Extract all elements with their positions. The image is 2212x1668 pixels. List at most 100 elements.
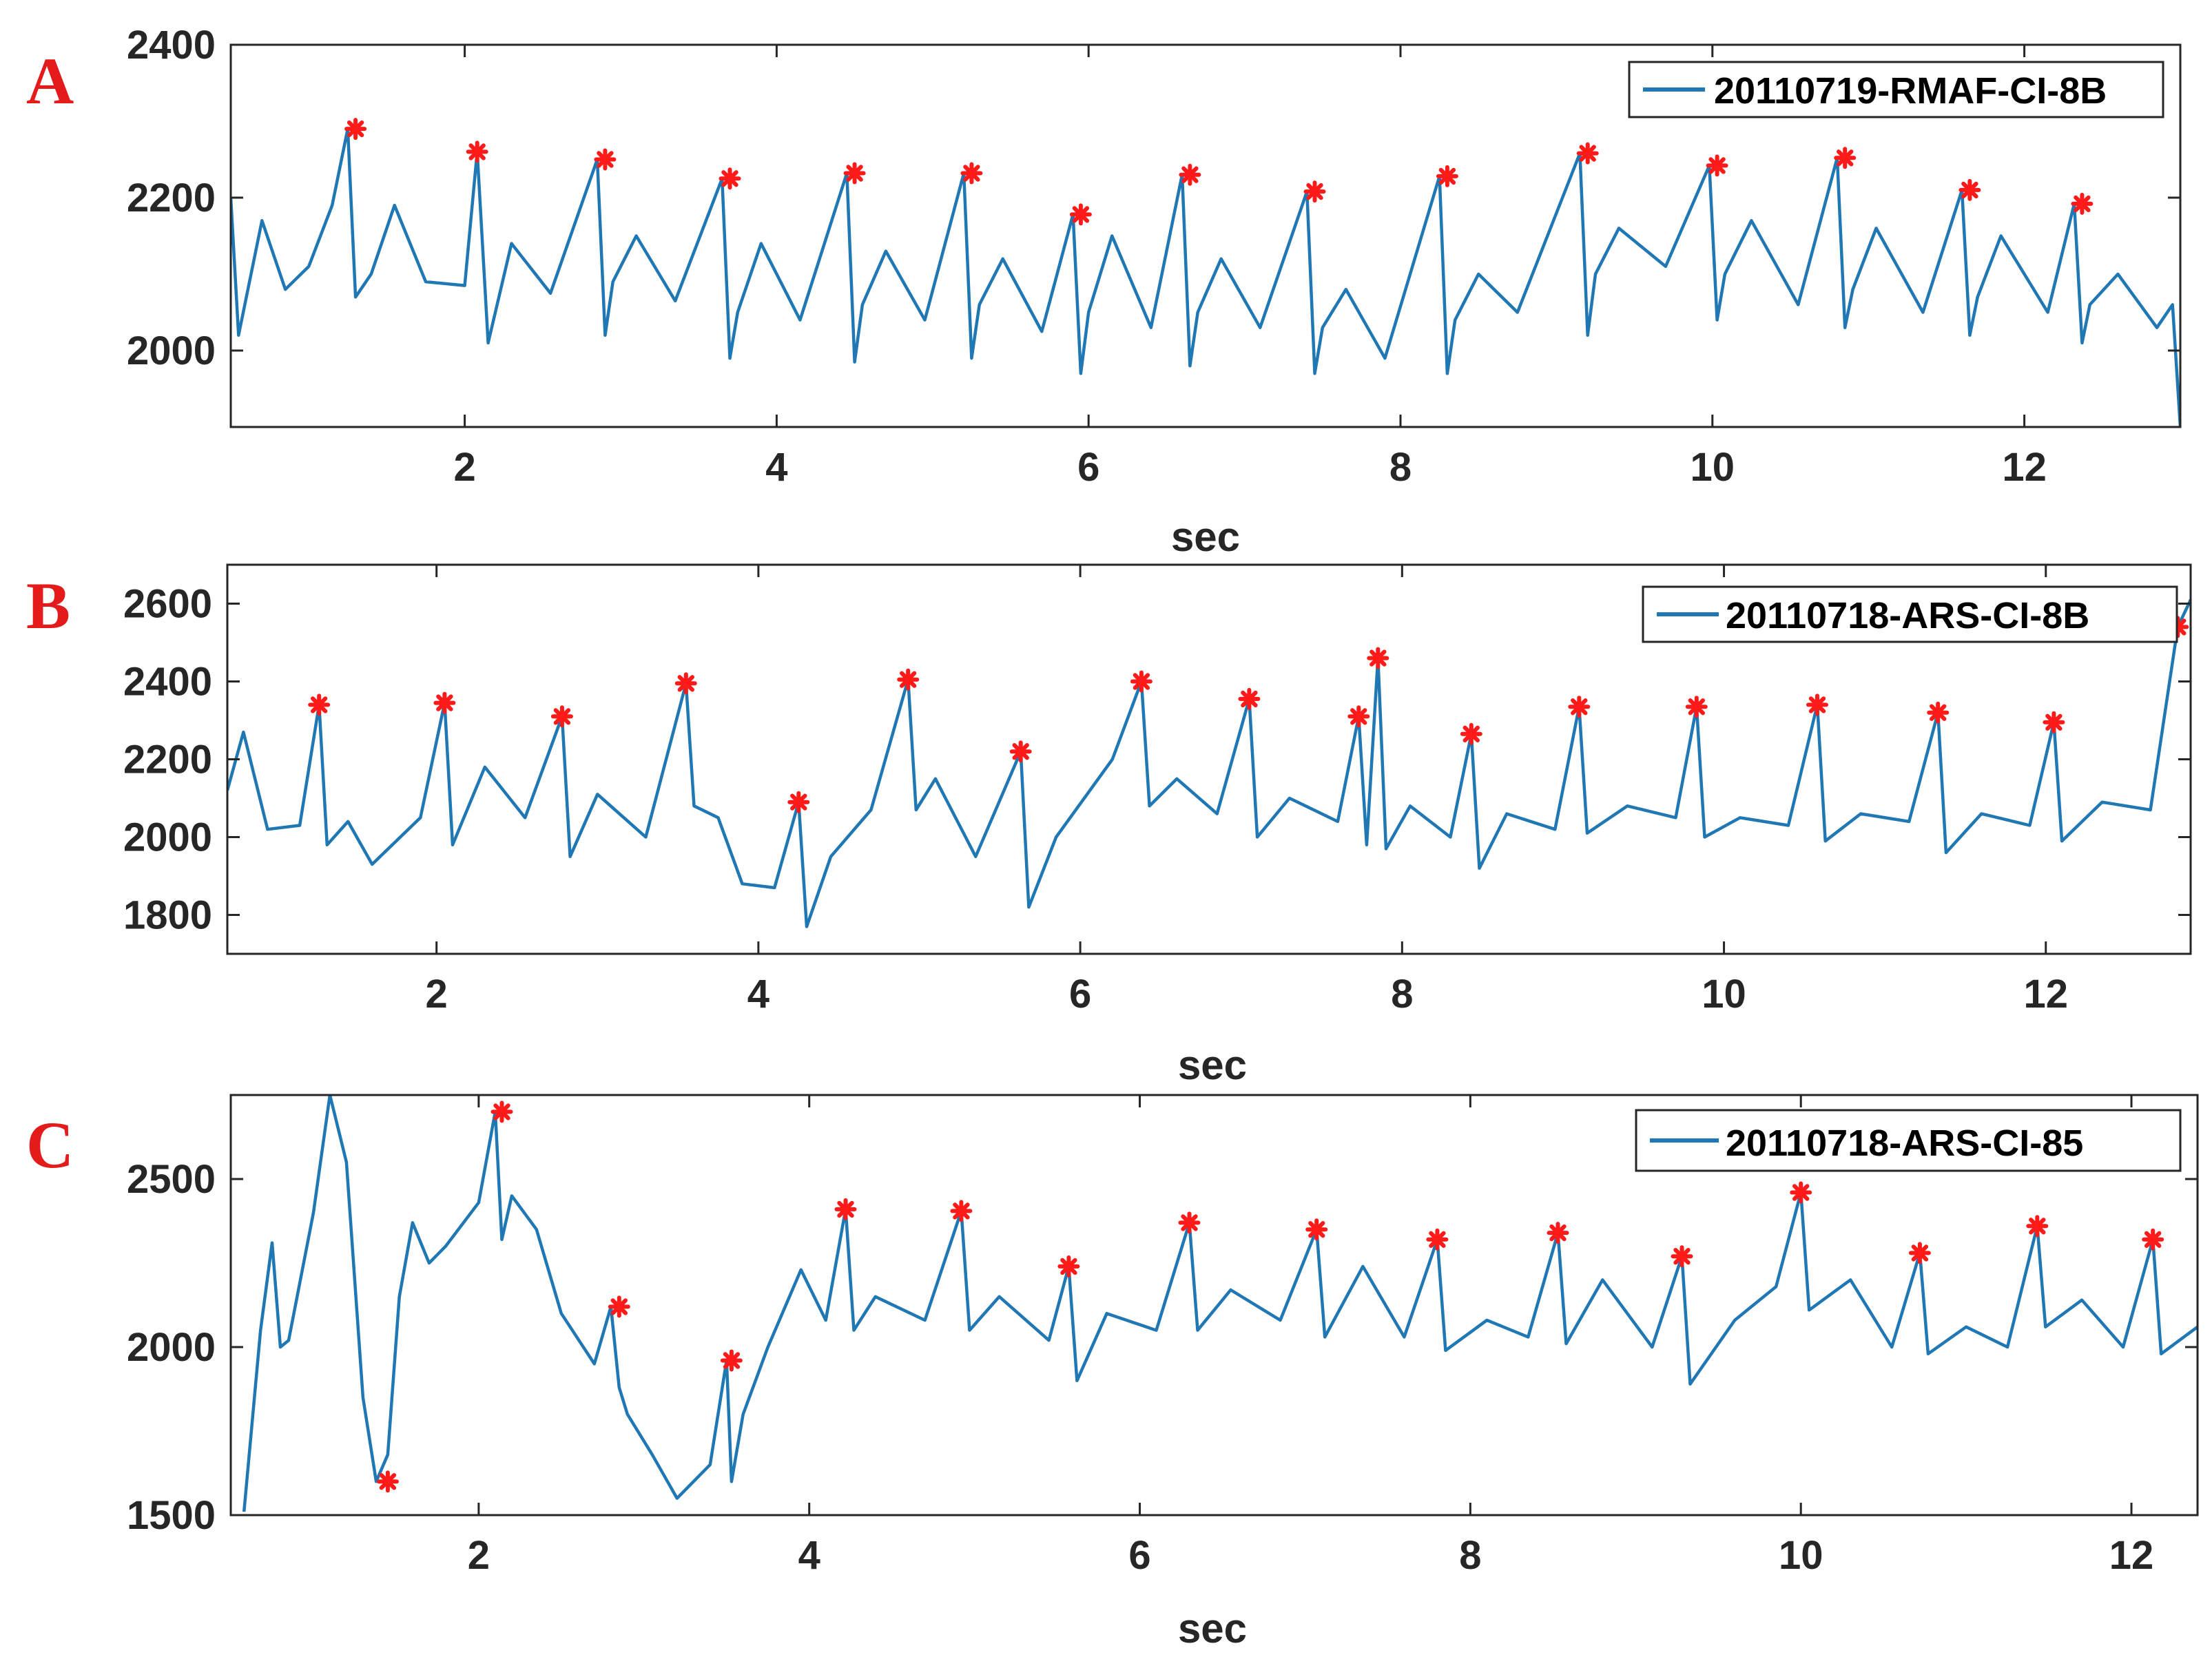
x-tick-label: 8	[1389, 445, 1412, 490]
peak-marker	[1958, 178, 1981, 201]
peak-marker	[433, 691, 456, 714]
x-axis-label: sec	[1178, 1042, 1247, 1088]
signal-line	[227, 598, 2191, 928]
peak-marker	[2142, 1228, 2164, 1251]
panel-c: C 2 4 6 8 10 12 1500 2000 2500 sec 20110718-ARS…	[26, 1094, 2199, 1651]
y-tick-label: 2400	[123, 660, 212, 705]
peak-marker	[1367, 647, 1389, 669]
peak-marker	[1790, 1181, 1812, 1204]
peak-marker	[376, 1470, 399, 1493]
signal-line	[242, 1095, 2198, 1512]
peak-marker	[1347, 705, 1370, 728]
panel-letter: C	[26, 1108, 74, 1182]
peak-marker	[594, 148, 617, 171]
peak-marker	[1834, 147, 1857, 169]
legend: 20110719-RMAF-CI-8B	[1628, 61, 2164, 118]
panel-letter: A	[26, 44, 74, 118]
plot-frame	[229, 43, 2182, 428]
peak-marker	[1806, 694, 1828, 716]
peak-marker	[834, 1198, 857, 1220]
peak-marker	[466, 140, 488, 163]
x-tick-label: 6	[1077, 445, 1099, 490]
x-axis-label: sec	[1178, 1605, 1247, 1651]
peak-marker	[950, 1200, 973, 1222]
y-tick-label: 1800	[123, 893, 212, 938]
y-tick-label: 2000	[127, 329, 216, 373]
x-tick-label: 2	[453, 445, 475, 490]
peak-marker	[1305, 1218, 1328, 1241]
legend: 20110718-ARS-CI-8B	[1642, 585, 2178, 643]
x-tick-label: 12	[2023, 972, 2068, 1017]
y-tick-label: 2200	[123, 738, 212, 782]
x-tick-label: 12	[2002, 445, 2047, 490]
peak-marker	[1178, 1211, 1201, 1234]
x-tick-label: 10	[1779, 1533, 1823, 1578]
x-tick-label: 12	[2109, 1533, 2154, 1578]
peak-marker	[1179, 163, 1201, 186]
peak-marker	[308, 694, 331, 716]
peak-marker	[720, 1349, 743, 1372]
peak-marker	[1706, 154, 1728, 177]
peak-marker	[1568, 696, 1591, 718]
peak-marker	[2026, 1215, 2049, 1238]
legend-label: 20110718-ARS-CI-8B	[1726, 595, 2089, 636]
x-tick-label: 10	[1691, 445, 1735, 490]
peak-marker	[843, 162, 866, 185]
peak-marker	[787, 791, 810, 813]
peak-marker	[1303, 180, 1326, 203]
peak-marker	[1927, 701, 1950, 724]
x-axis-label: sec	[1171, 514, 1240, 560]
y-tick-label: 2000	[127, 1325, 216, 1370]
legend-box	[1642, 585, 2178, 643]
peak-marker	[1547, 1222, 1569, 1244]
peak-marker	[1671, 1245, 1693, 1268]
legend: 20110718-ARS-CI-85	[1635, 1109, 2182, 1172]
peak-marker	[1069, 203, 1092, 226]
peak-marker	[719, 167, 741, 190]
plot-frame	[229, 1094, 2199, 1516]
x-tick-label: 10	[1702, 972, 1746, 1017]
peak-marker	[1426, 1228, 1449, 1251]
x-tick-label: 8	[1459, 1533, 1481, 1578]
x-tick-label: 2	[468, 1533, 490, 1578]
y-tick-label: 2400	[127, 23, 216, 67]
panel-letter: B	[26, 569, 70, 643]
peak-marker	[1908, 1242, 1931, 1264]
x-tick-label: 4	[765, 445, 787, 490]
peak-marker	[2043, 711, 2065, 733]
y-tick-label: 1500	[127, 1493, 216, 1538]
y-tick-label: 2500	[127, 1157, 216, 1202]
x-tick-label: 2	[426, 972, 448, 1017]
peak-marker	[1460, 722, 1482, 745]
x-tick-label: 4	[798, 1533, 820, 1578]
panel-b: B 2 4 6 8 10 12 1800 2000 2200 2400 2600 sec 2011…	[26, 563, 2192, 1088]
peak-marker	[1238, 687, 1261, 710]
peak-marker	[344, 118, 367, 140]
y-tick-label: 2600	[123, 582, 212, 627]
panel-a: A 2 4 6 8 10 12 2000 2200 2400 sec 20110719-RMA…	[26, 23, 2182, 560]
peak-marker	[897, 668, 920, 691]
x-tick-label: 4	[747, 972, 769, 1017]
peak-marker	[674, 672, 697, 695]
legend-label: 20110718-ARS-CI-85	[1726, 1123, 2083, 1164]
legend-box	[1635, 1109, 2182, 1172]
peak-marker	[1057, 1255, 1080, 1278]
x-tick-label: 8	[1391, 972, 1413, 1017]
x-tick-label: 6	[1069, 972, 1091, 1017]
peak-marker	[960, 162, 983, 185]
peak-marker	[1576, 142, 1599, 165]
peak-marker	[550, 705, 573, 728]
peak-marker	[1009, 740, 1032, 763]
legend-box	[1628, 61, 2164, 118]
x-tick-label: 6	[1128, 1533, 1150, 1578]
legend-label: 20110719-RMAF-CI-8B	[1714, 70, 2107, 112]
peak-marker	[608, 1295, 630, 1318]
peak-marker	[2071, 192, 2094, 215]
y-tick-label: 2200	[127, 176, 216, 220]
peak-marker	[1685, 696, 1708, 718]
peak-marker	[1130, 670, 1152, 693]
peak-marker	[1436, 165, 1458, 187]
y-tick-label: 2000	[123, 815, 212, 860]
peak-marker	[490, 1101, 513, 1123]
